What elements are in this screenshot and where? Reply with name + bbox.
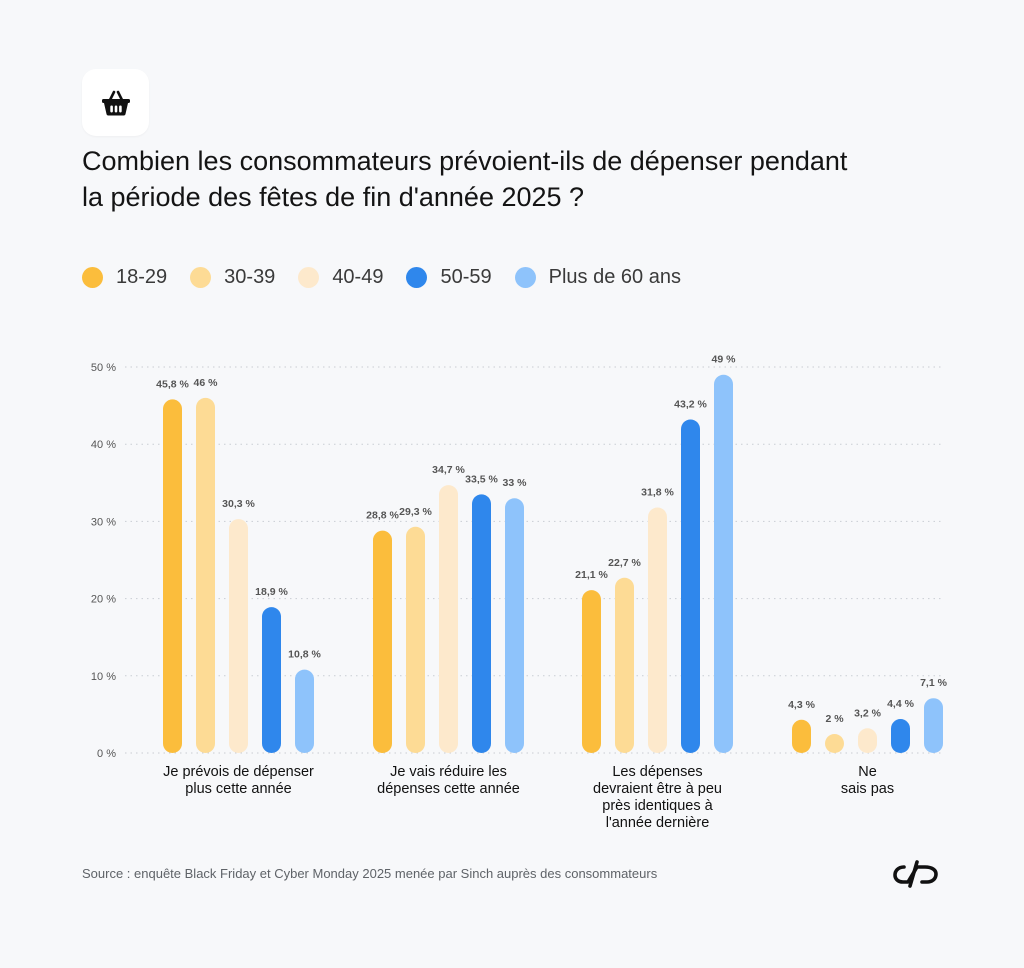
data-label: 21,1 % xyxy=(575,569,608,581)
category-label: plus cette année xyxy=(185,781,291,797)
bar xyxy=(163,399,182,753)
bar xyxy=(714,374,733,753)
data-label: 10,8 % xyxy=(288,649,321,661)
bar xyxy=(295,669,314,753)
data-label: 46 % xyxy=(194,377,219,389)
legend-item-1: 30-39 xyxy=(190,266,275,289)
legend-swatch xyxy=(82,267,103,288)
category-label: près identiques à xyxy=(602,798,713,814)
y-tick-label: 0 % xyxy=(97,748,116,760)
category-label: Les dépenses xyxy=(612,764,702,780)
y-tick-label: 40 % xyxy=(91,439,116,451)
legend-label: Plus de 60 ans xyxy=(548,266,681,288)
data-label: 4,4 % xyxy=(887,698,915,710)
bar xyxy=(196,397,215,753)
legend-label: 50-59 xyxy=(440,266,492,288)
sinch-logo xyxy=(893,860,938,888)
legend-item-0: 18-29 xyxy=(82,266,167,289)
bar-chart: 0 % 10 % 20 % 30 % 40 % 50 % 45,8 % 28,8 % 21,1 … xyxy=(91,354,948,831)
bar xyxy=(681,419,700,753)
legend-item-2: 40-49 xyxy=(298,266,383,289)
bar xyxy=(262,607,281,753)
bar xyxy=(825,734,844,753)
title-line-1: Combien les consommateurs prévoient-ils … xyxy=(82,146,848,176)
y-tick-label: 20 % xyxy=(91,594,116,606)
category-label: dépenses cette année xyxy=(377,781,520,797)
bar xyxy=(406,526,425,753)
legend-swatch xyxy=(190,267,212,288)
data-label: 49 % xyxy=(712,354,737,366)
bar xyxy=(858,728,877,753)
source-note: Source : enquête Black Friday et Cyber M… xyxy=(82,866,658,881)
legend: 18-29 30-39 40-49 50-59 Plus de 60 ans xyxy=(82,266,704,289)
data-label: 45,8 % xyxy=(156,378,189,390)
legend-swatch xyxy=(514,267,536,288)
category-label: Je prévois de dépenser xyxy=(163,764,314,780)
category-label: Ne xyxy=(858,764,877,780)
bar xyxy=(615,577,634,753)
data-label: 31,8 % xyxy=(641,487,674,499)
y-tick-label: 50 % xyxy=(91,362,116,374)
legend-label: 40-49 xyxy=(332,266,384,288)
legend-item-3: 50-59 xyxy=(406,266,492,289)
bar xyxy=(505,498,524,753)
bar xyxy=(472,494,491,753)
bar xyxy=(648,507,667,753)
legend-swatch xyxy=(406,267,428,288)
bar xyxy=(891,719,910,753)
data-label: 3,2 % xyxy=(854,707,882,719)
data-label: 2 % xyxy=(825,713,844,725)
bar xyxy=(373,530,392,753)
bar xyxy=(229,519,248,753)
data-label: 33,5 % xyxy=(465,473,498,485)
data-label: 18,9 % xyxy=(255,586,288,598)
data-label: 34,7 % xyxy=(432,464,465,476)
y-tick-label: 10 % xyxy=(91,671,116,683)
data-label: 43,2 % xyxy=(674,398,707,410)
data-label: 22,7 % xyxy=(608,557,641,569)
category-label: Je vais réduire les xyxy=(390,764,507,780)
data-label: 33 % xyxy=(503,477,528,489)
data-label: 4,3 % xyxy=(788,699,816,711)
data-label: 29,3 % xyxy=(399,506,432,518)
chart-title: Combien les consommateurs prévoient-ils … xyxy=(82,143,962,215)
category-label: l'année dernière xyxy=(606,815,710,831)
bar xyxy=(439,485,458,753)
legend-item-4: Plus de 60 ans xyxy=(514,266,681,289)
bar xyxy=(924,698,943,753)
bar xyxy=(792,719,811,753)
shopping-basket-icon xyxy=(101,90,130,115)
basket-icon-tile xyxy=(82,69,149,136)
legend-label: 30-39 xyxy=(224,266,276,288)
data-label: 28,8 % xyxy=(366,510,399,522)
bar xyxy=(582,590,601,753)
y-tick-label: 30 % xyxy=(91,516,116,528)
category-label: devraient être à peu xyxy=(593,781,722,797)
legend-swatch xyxy=(298,267,320,288)
legend-label: 18-29 xyxy=(116,266,168,288)
category-label: sais pas xyxy=(841,781,894,797)
data-label: 7,1 % xyxy=(920,677,948,689)
data-label: 30,3 % xyxy=(222,498,255,510)
title-line-2: la période des fêtes de fin d'année 2025… xyxy=(82,182,585,212)
